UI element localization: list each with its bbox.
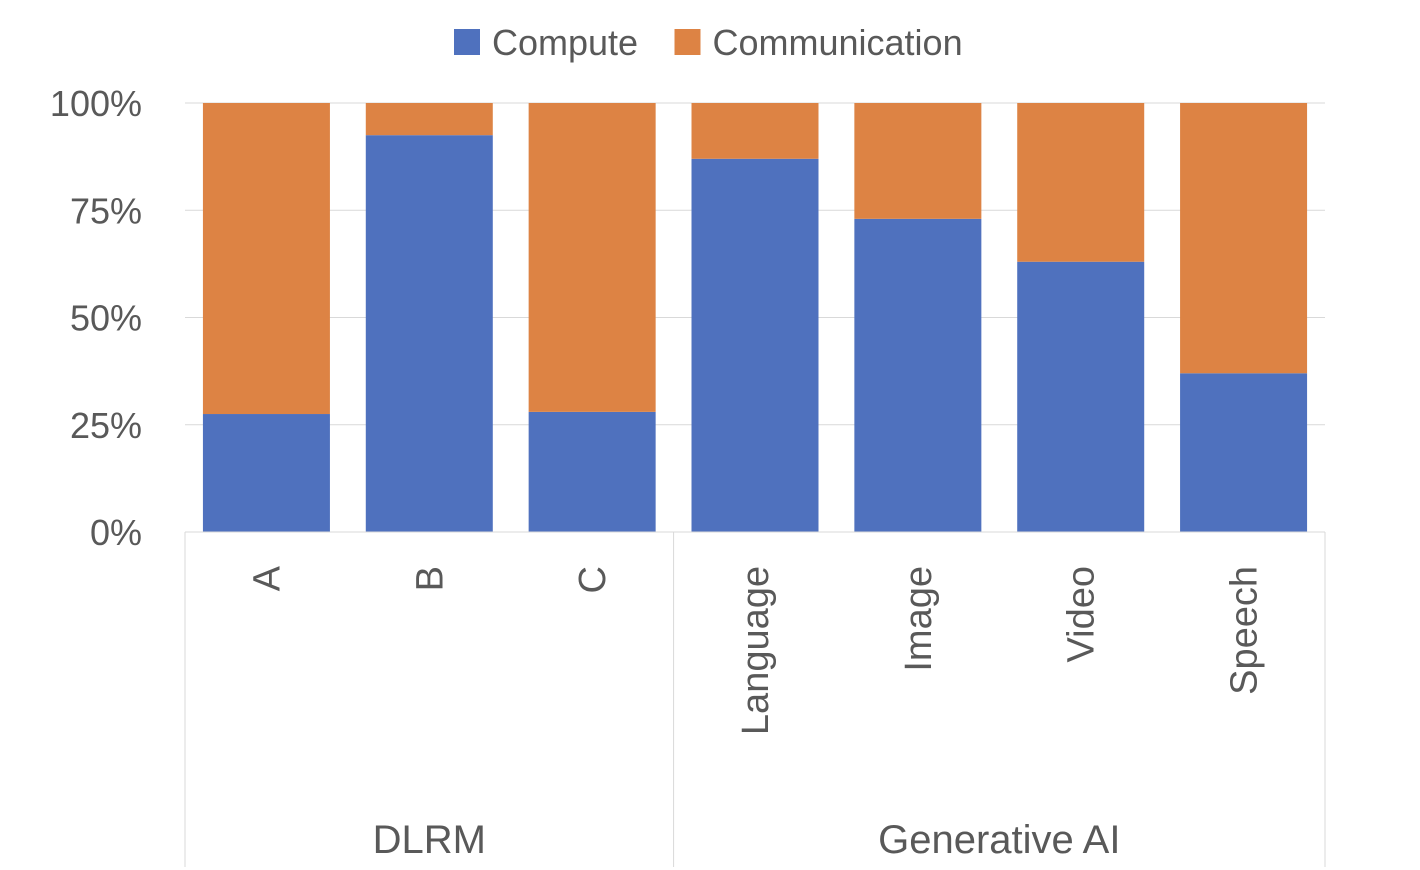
- bar-compute-video: [1017, 261, 1145, 532]
- category-label-speech: Speech: [1224, 566, 1266, 695]
- category-label-a: A: [246, 565, 288, 591]
- bars: [202, 103, 1308, 533]
- legend-label-communication: Communication: [713, 22, 963, 63]
- bar-compute-b: [365, 135, 493, 533]
- bar-compute-image: [854, 218, 982, 532]
- category-label-video: Video: [1061, 566, 1103, 663]
- axes: 0% 25% 50% 75% 100% A B C Language Image Video Spee…: [50, 83, 1326, 867]
- category-label-language: Language: [735, 566, 777, 735]
- bar-communication-speech: [1180, 103, 1308, 374]
- legend-swatch-communication: [674, 29, 701, 55]
- y-tick-label: 100%: [50, 83, 142, 124]
- legend-swatch-compute: [454, 29, 480, 55]
- bar-compute-c: [528, 411, 656, 532]
- y-tick-label: 0%: [90, 512, 142, 553]
- group-label-generative-ai: Generative AI: [878, 818, 1120, 862]
- bar-communication-b: [365, 103, 493, 136]
- bar-compute-speech: [1180, 373, 1308, 532]
- y-tick-label: 25%: [70, 405, 142, 446]
- category-label-b: B: [409, 566, 451, 591]
- y-tick-label: 75%: [70, 190, 142, 231]
- bar-compute-a: [202, 414, 330, 532]
- legend: Compute Communication: [454, 22, 963, 63]
- bar-communication-image: [854, 103, 982, 219]
- bar-communication-video: [1017, 103, 1145, 262]
- y-tick-label: 50%: [70, 298, 142, 339]
- bar-communication-c: [528, 103, 656, 412]
- legend-label-compute: Compute: [492, 22, 638, 63]
- group-label-dlrm: DLRM: [373, 818, 486, 862]
- bar-compute-language: [691, 158, 819, 532]
- category-label-c: C: [572, 566, 614, 593]
- bar-communication-language: [691, 103, 819, 159]
- bar-communication-a: [202, 103, 330, 415]
- category-label-image: Image: [898, 566, 940, 672]
